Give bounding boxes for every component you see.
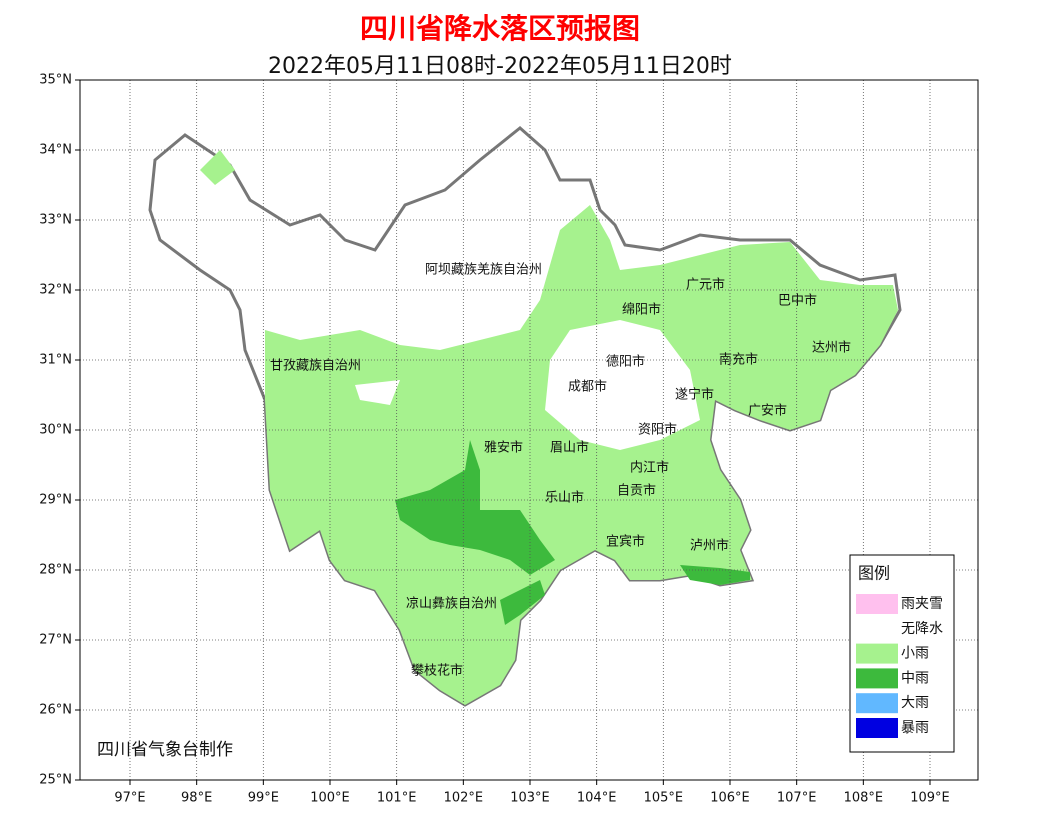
place-label: 德阳市 [606,354,645,370]
legend-label: 中雨 [901,670,929,686]
place-label: 广元市 [686,277,725,293]
place-label: 乐山市 [545,490,584,506]
moderate-rain-area [395,440,555,575]
x-tick-label: 97°E [114,791,145,806]
legend-label: 无降水 [901,621,943,637]
province [148,126,902,707]
place-label: 内江市 [630,460,669,476]
place-label: 遂宁市 [675,387,714,403]
x-tick-label: 98°E [181,791,212,806]
y-tick-label: 27°N [39,633,72,648]
y-tick-label: 28°N [39,563,72,578]
x-tick-label: 99°E [248,791,279,806]
legend-label: 大雨 [901,695,929,711]
x-tick-label: 109°E [910,791,950,806]
moderate-rain-area [680,565,750,585]
moderate-rain-area [500,580,545,625]
x-tick-label: 102°E [444,791,484,806]
x-tick-label: 103°E [510,791,550,806]
place-label: 泸州市 [690,538,729,554]
legend-swatch [856,668,898,689]
legend-label: 暴雨 [901,720,929,736]
place-label: 资阳市 [638,422,677,438]
place-label: 甘孜藏族自治州 [270,358,361,374]
y-tick-label: 26°N [39,703,72,718]
place-label: 凉山彝族自治州 [406,596,497,612]
credit: 四川省气象台制作 [97,740,233,760]
place-label: 宜宾市 [606,534,645,550]
x-tick-label: 105°E [644,791,684,806]
place-labels: 阿坝藏族羌族自治州 广元市 巴中市 绵阳市 甘孜藏族自治州 德阳市 南充市 达州… [270,262,851,679]
light-rain-area [200,150,235,185]
place-label: 达州市 [812,340,851,356]
y-tick-label: 25°N [39,773,72,788]
legend-swatch [856,693,898,714]
place-label: 巴中市 [778,293,817,309]
place-label: 雅安市 [484,440,523,456]
place-label: 攀枝花市 [411,663,463,679]
place-label: 成都市 [568,379,607,395]
place-label: 阿坝藏族羌族自治州 [425,262,542,278]
y-tick-label: 30°N [39,423,72,438]
y-tick-label: 34°N [39,143,72,158]
y-tick-label: 31°N [39,353,72,368]
legend-swatch [856,618,898,639]
legend-label: 雨夹雪 [901,596,943,612]
legend-swatch [856,718,898,738]
legend-swatch [856,643,898,664]
place-label: 广安市 [748,403,787,419]
x-tick-label: 107°E [777,791,817,806]
no-rain-area [355,380,400,405]
y-tick-label: 29°N [39,493,72,508]
no-rain-area [545,320,700,450]
x-tick-label: 100°E [310,791,350,806]
x-tick-label: 106°E [710,791,750,806]
x-tick-label: 108°E [844,791,884,806]
place-label: 南充市 [719,352,758,368]
legend-swatch [856,594,898,614]
x-tick-label: 104°E [577,791,617,806]
subtitle: 2022年05月11日08时-2022年05月11日20时 [268,54,732,79]
y-tick-label: 32°N [39,283,72,298]
legend-label: 小雨 [901,646,929,662]
y-tick-label: 35°N [39,73,72,88]
x-tick-label: 101°E [377,791,417,806]
place-label: 眉山市 [550,440,589,456]
title: 四川省降水落区预报图 [360,12,640,45]
place-label: 自贡市 [617,483,656,499]
legend-title: 图例 [858,564,890,583]
place-label: 绵阳市 [622,302,661,318]
y-tick-label: 33°N [39,213,72,228]
